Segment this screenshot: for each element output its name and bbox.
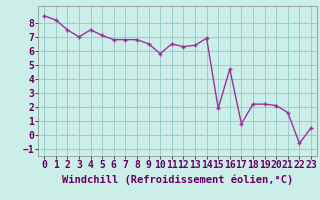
X-axis label: Windchill (Refroidissement éolien,°C): Windchill (Refroidissement éolien,°C) (62, 174, 293, 185)
